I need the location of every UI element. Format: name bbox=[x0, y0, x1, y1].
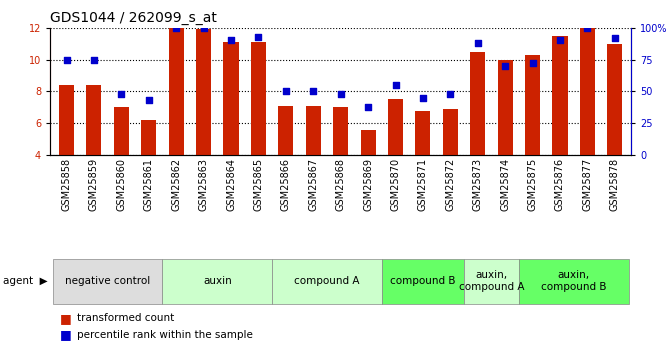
Bar bbox=[382, 259, 464, 304]
Bar bbox=[196, 29, 211, 155]
Point bbox=[144, 98, 154, 103]
Bar bbox=[59, 85, 74, 155]
Text: agent  ▶: agent ▶ bbox=[3, 276, 48, 286]
Bar bbox=[141, 120, 156, 155]
Bar bbox=[415, 110, 430, 155]
Bar bbox=[114, 107, 129, 155]
Point bbox=[308, 89, 319, 94]
Point bbox=[445, 91, 456, 97]
Text: auxin: auxin bbox=[203, 276, 232, 286]
Bar bbox=[86, 85, 102, 155]
Point bbox=[335, 91, 346, 97]
Bar bbox=[272, 259, 382, 304]
Point bbox=[171, 25, 182, 30]
Text: negative control: negative control bbox=[65, 276, 150, 286]
Bar bbox=[525, 55, 540, 155]
Point bbox=[61, 57, 72, 62]
Bar bbox=[361, 130, 375, 155]
Text: auxin,
compound A: auxin, compound A bbox=[459, 270, 524, 292]
Bar bbox=[464, 259, 519, 304]
Point bbox=[527, 61, 538, 66]
Text: transformed count: transformed count bbox=[77, 313, 174, 323]
Bar bbox=[53, 259, 162, 304]
Text: auxin,
compound B: auxin, compound B bbox=[541, 270, 607, 292]
Bar bbox=[306, 106, 321, 155]
Point bbox=[472, 40, 483, 46]
Point bbox=[609, 35, 620, 41]
Text: ■: ■ bbox=[60, 328, 72, 341]
Point bbox=[363, 104, 373, 109]
Point bbox=[253, 34, 264, 39]
Text: ■: ■ bbox=[60, 312, 72, 325]
Bar bbox=[251, 42, 266, 155]
Point bbox=[226, 38, 236, 43]
Point bbox=[554, 38, 565, 43]
Bar bbox=[607, 43, 623, 155]
Bar bbox=[580, 28, 595, 155]
Bar bbox=[552, 36, 568, 155]
Point bbox=[418, 95, 428, 100]
Bar bbox=[333, 107, 348, 155]
Bar bbox=[443, 109, 458, 155]
Bar bbox=[519, 259, 629, 304]
Bar bbox=[224, 42, 238, 155]
Bar bbox=[162, 259, 272, 304]
Bar bbox=[168, 28, 184, 155]
Point bbox=[281, 89, 291, 94]
Text: compound B: compound B bbox=[390, 276, 456, 286]
Bar bbox=[498, 59, 513, 155]
Text: compound A: compound A bbox=[294, 276, 360, 286]
Point bbox=[89, 57, 100, 62]
Bar bbox=[279, 106, 293, 155]
Text: GDS1044 / 262099_s_at: GDS1044 / 262099_s_at bbox=[50, 11, 217, 25]
Point bbox=[198, 25, 209, 30]
Bar bbox=[470, 51, 485, 155]
Point bbox=[116, 91, 127, 97]
Text: percentile rank within the sample: percentile rank within the sample bbox=[77, 330, 253, 339]
Point bbox=[582, 25, 593, 30]
Point bbox=[500, 63, 510, 69]
Bar bbox=[388, 99, 403, 155]
Point bbox=[390, 82, 401, 88]
